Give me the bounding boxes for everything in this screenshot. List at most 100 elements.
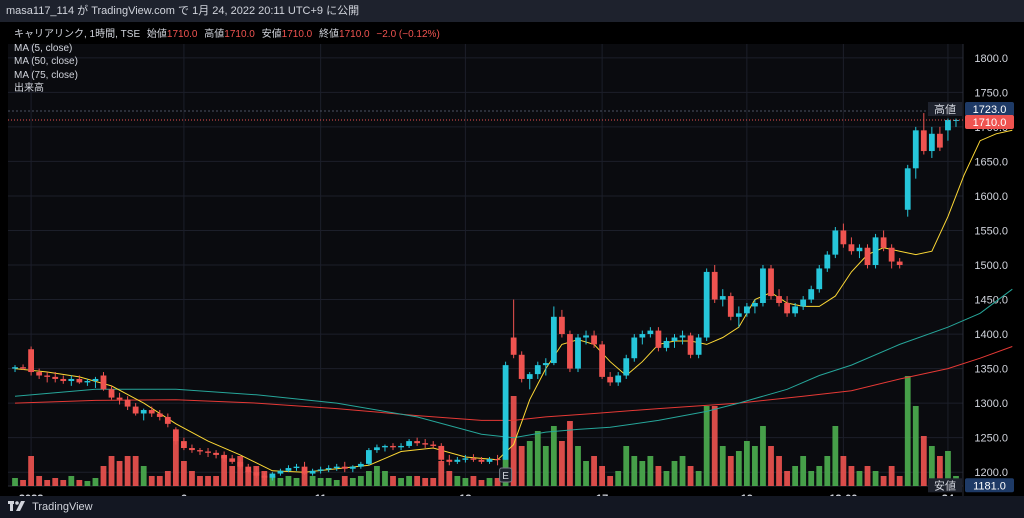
volume-bar [398,478,404,486]
volume-bar [534,431,541,486]
candle-body [550,316,557,364]
candle-body [518,354,525,379]
candle-body [148,410,155,414]
candle-body [398,445,404,448]
earnings-marker-label: E [502,471,509,482]
legend-ma50[interactable]: MA (50, close) [14,56,78,67]
volume-bar [374,466,380,486]
chart-frame: 1200.0 1250.0 1300.0 1350.0 1400.0 1450.0 1500… [0,22,1024,512]
volume-bar [848,466,855,486]
candle-body [430,444,437,446]
volume-bar [221,456,228,486]
volume-bar [639,461,646,486]
candle-body [953,119,959,121]
candle-body [454,459,461,462]
volume-bar [526,441,533,486]
volume-bar [116,461,123,486]
volume-bar [864,466,871,486]
candle-body [679,335,686,338]
volume-bar [140,466,147,486]
volume-bar [647,456,654,486]
legend-high-label: 高値 [204,29,225,40]
ma50-line [14,288,1013,439]
candle-body [768,268,774,297]
volume-bar [12,478,18,486]
candle-body [599,344,606,377]
candle-body [20,367,26,369]
candle-body [406,441,412,446]
candle-body [510,337,517,355]
legend-low-value: 1710.0 [281,29,313,40]
candle-body [197,450,203,452]
volume-bar [840,456,847,486]
volume-bar [550,426,557,486]
footer: TradingView [0,496,1024,518]
tradingview-logo[interactable]: TradingView [8,496,93,518]
grid-lines: 1200.0 1250.0 1300.0 1350.0 1400.0 1450.0 1500… [8,44,1008,512]
candle-body [422,443,429,445]
volume-bar [349,478,356,486]
volume-bar [478,480,485,486]
legend-ma75[interactable]: MA (75, close) [14,69,78,81]
candle-body [567,334,573,369]
volume-bar [341,476,348,486]
volume-bar [213,476,219,486]
candle-body [615,375,622,383]
earnings-marker [499,467,513,483]
candle-body [647,330,654,335]
high-marker-value-bg [965,101,1014,116]
candle-body [108,389,115,398]
volume-bar [100,466,107,486]
volume-bar [108,456,115,486]
candle-body [808,289,815,300]
chart-legend: キャリアリンク, 1時間, TSE 始値1710.0 高値1710.0 安値17… [14,28,440,96]
candle-body [591,335,597,345]
candle-body [365,450,372,464]
volume-bar [703,406,710,486]
candle-body [470,458,477,460]
candle-body [752,302,758,307]
candle-body [639,334,646,338]
volume-bar [760,426,766,486]
volume-bar [856,471,863,486]
candle-body [116,397,123,400]
plot-area[interactable]: 1200.0 1250.0 1300.0 1350.0 1400.0 1450.0 1500… [8,44,1014,512]
ma75-line [14,346,1013,421]
candle-body [945,119,951,131]
volume-bar [414,476,421,486]
low-marker-label: 安値 [934,478,956,492]
legend-volume[interactable]: 出来高 [14,83,44,94]
candle-body [390,445,396,448]
volume-bar [816,466,823,486]
volume-bar [687,466,694,486]
candle-body [382,445,388,448]
candle-body [840,230,847,245]
volume-bar [181,461,187,486]
volume-bar [462,478,469,486]
candle-body [655,330,662,348]
candle-body [631,337,638,359]
price-chart[interactable]: 1200.0 1250.0 1300.0 1350.0 1400.0 1450.0 1500… [0,22,1016,512]
candle-body [888,247,895,262]
volume-bar [301,471,308,486]
volume-bar [591,456,597,486]
volume-bar [205,476,211,486]
y-tick-label: 1400.0 [974,329,1008,341]
ma5-line [14,129,1013,473]
y-tick-label: 1600.0 [974,191,1008,203]
volume-bar [486,478,493,486]
last-price-marker-value-bg [965,114,1014,129]
candle-body [792,306,799,314]
candle-body [28,349,35,373]
candles [12,113,959,481]
volume-bar [454,476,461,486]
candle-body [872,237,879,265]
low-marker-value-bg [965,478,1014,493]
candle-body [719,296,726,300]
volume-bar [164,471,171,486]
candle-body [784,302,790,314]
volume-bar [277,478,284,486]
candle-body [776,296,782,303]
legend-ma5[interactable]: MA (5, close) [14,42,73,54]
candle-body [309,470,316,474]
